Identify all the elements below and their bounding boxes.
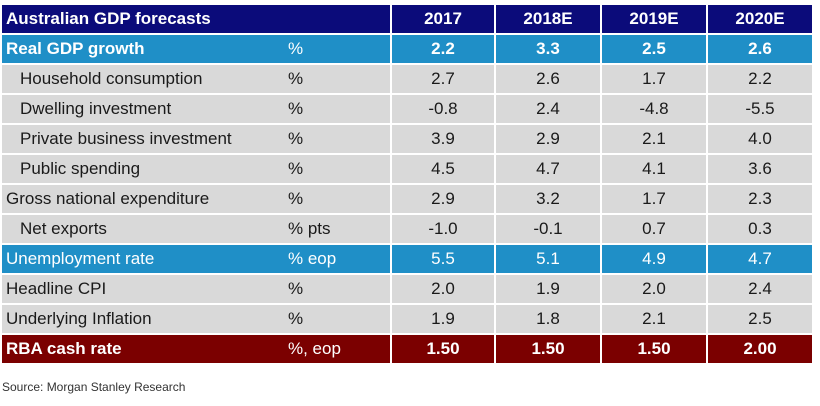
row-unit: % — [280, 185, 390, 213]
value-cell: 0.7 — [602, 215, 706, 243]
value-cell: 3.6 — [708, 155, 812, 183]
row-unit: % — [280, 95, 390, 123]
row-label: Gross national expenditure — [2, 185, 280, 213]
table-row: Underlying Inflation % 1.9 1.8 2.1 2.5 — [2, 305, 814, 333]
value-cell: 2.2 — [392, 35, 494, 63]
table-row: Private business investment % 3.9 2.9 2.… — [2, 125, 814, 153]
value-cell: 2.7 — [392, 65, 494, 93]
value-cell: 2.6 — [708, 35, 812, 63]
value-cell: 1.50 — [602, 335, 706, 363]
year-header: 2018E — [496, 5, 600, 33]
value-cell: 1.50 — [496, 335, 600, 363]
value-cell: 2.4 — [496, 95, 600, 123]
value-cell: 4.7 — [708, 245, 812, 273]
value-cell: 2.3 — [708, 185, 812, 213]
source-note: Source: Morgan Stanley Research — [2, 380, 186, 394]
value-cell: -0.1 — [496, 215, 600, 243]
value-cell: 2.1 — [602, 125, 706, 153]
value-cell: 2.9 — [496, 125, 600, 153]
row-label: Headline CPI — [2, 275, 280, 303]
table-row: Net exports % pts -1.0 -0.1 0.7 0.3 — [2, 215, 814, 243]
row-unit: % pts — [280, 215, 390, 243]
value-cell: 1.7 — [602, 65, 706, 93]
value-cell: 3.2 — [496, 185, 600, 213]
value-cell: 5.1 — [496, 245, 600, 273]
value-cell: 2.0 — [602, 275, 706, 303]
year-header: 2020E — [708, 5, 812, 33]
row-label: Underlying Inflation — [2, 305, 280, 333]
value-cell: 1.9 — [392, 305, 494, 333]
value-cell: 4.0 — [708, 125, 812, 153]
value-cell: -4.8 — [602, 95, 706, 123]
row-label: Public spending — [2, 155, 280, 183]
row-label: Dwelling investment — [2, 95, 280, 123]
value-cell: 2.5 — [708, 305, 812, 333]
table-row: Headline CPI % 2.0 1.9 2.0 2.4 — [2, 275, 814, 303]
value-cell: 2.00 — [708, 335, 812, 363]
table-row: RBA cash rate %, eop 1.50 1.50 1.50 2.00 — [2, 335, 814, 363]
row-label: Real GDP growth — [2, 35, 280, 63]
value-cell: 2.1 — [602, 305, 706, 333]
unit-header — [280, 5, 390, 33]
table-row: Household consumption % 2.7 2.6 1.7 2.2 — [2, 65, 814, 93]
value-cell: 3.9 — [392, 125, 494, 153]
table-row: Unemployment rate % eop 5.5 5.1 4.9 4.7 — [2, 245, 814, 273]
row-unit: % — [280, 125, 390, 153]
table-row: Dwelling investment % -0.8 2.4 -4.8 -5.5 — [2, 95, 814, 123]
row-unit: % — [280, 155, 390, 183]
value-cell: 0.3 — [708, 215, 812, 243]
table-row: Real GDP growth % 2.2 3.3 2.5 2.6 — [2, 35, 814, 63]
value-cell: 2.4 — [708, 275, 812, 303]
value-cell: 4.5 — [392, 155, 494, 183]
value-cell: 1.8 — [496, 305, 600, 333]
row-unit: %, eop — [280, 335, 390, 363]
value-cell: -0.8 — [392, 95, 494, 123]
year-header: 2019E — [602, 5, 706, 33]
value-cell: 2.2 — [708, 65, 812, 93]
value-cell: 1.9 — [496, 275, 600, 303]
value-cell: 4.9 — [602, 245, 706, 273]
value-cell: 1.7 — [602, 185, 706, 213]
row-label: RBA cash rate — [2, 335, 280, 363]
table-header-row: Australian GDP forecasts 2017 2018E 2019… — [2, 5, 814, 33]
row-label: Household consumption — [2, 65, 280, 93]
table-title: Australian GDP forecasts — [2, 5, 280, 33]
value-cell: 2.0 — [392, 275, 494, 303]
value-cell: 3.3 — [496, 35, 600, 63]
value-cell: 2.5 — [602, 35, 706, 63]
year-header: 2017 — [392, 5, 494, 33]
row-label: Private business investment — [2, 125, 280, 153]
row-label: Net exports — [2, 215, 280, 243]
value-cell: 4.7 — [496, 155, 600, 183]
table-row: Public spending % 4.5 4.7 4.1 3.6 — [2, 155, 814, 183]
row-unit: % — [280, 305, 390, 333]
row-label: Unemployment rate — [2, 245, 280, 273]
row-unit: % — [280, 275, 390, 303]
value-cell: -1.0 — [392, 215, 494, 243]
value-cell: -5.5 — [708, 95, 812, 123]
value-cell: 1.50 — [392, 335, 494, 363]
value-cell: 5.5 — [392, 245, 494, 273]
value-cell: 2.6 — [496, 65, 600, 93]
row-unit: % — [280, 65, 390, 93]
row-unit: % — [280, 35, 390, 63]
table-row: Gross national expenditure % 2.9 3.2 1.7… — [2, 185, 814, 213]
gdp-forecast-table: Australian GDP forecasts 2017 2018E 2019… — [2, 5, 814, 365]
row-unit: % eop — [280, 245, 390, 273]
value-cell: 4.1 — [602, 155, 706, 183]
value-cell: 2.9 — [392, 185, 494, 213]
